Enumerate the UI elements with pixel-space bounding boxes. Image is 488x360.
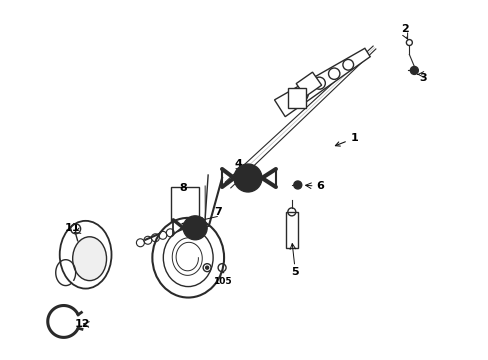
Text: 6: 6 bbox=[315, 181, 323, 191]
Text: 8: 8 bbox=[179, 183, 187, 193]
Circle shape bbox=[409, 67, 417, 75]
Circle shape bbox=[293, 181, 301, 189]
Ellipse shape bbox=[60, 221, 111, 289]
Text: 3: 3 bbox=[419, 73, 426, 84]
Circle shape bbox=[240, 170, 255, 186]
Bar bbox=[285, 212, 297, 248]
Text: 2: 2 bbox=[401, 24, 408, 33]
Circle shape bbox=[189, 222, 201, 234]
Text: 10: 10 bbox=[194, 253, 206, 262]
Bar bbox=[171, 187, 199, 223]
Text: 5: 5 bbox=[290, 267, 298, 276]
Circle shape bbox=[234, 164, 262, 192]
Text: 1: 1 bbox=[335, 133, 358, 146]
Text: 7: 7 bbox=[214, 207, 222, 217]
Text: 9: 9 bbox=[196, 217, 203, 227]
Ellipse shape bbox=[163, 229, 213, 287]
Text: 105: 105 bbox=[212, 277, 231, 286]
Bar bbox=[287, 88, 305, 108]
Text: 11: 11 bbox=[65, 223, 80, 233]
Polygon shape bbox=[274, 48, 369, 117]
Text: 4: 4 bbox=[234, 159, 242, 169]
Circle shape bbox=[192, 225, 198, 231]
Circle shape bbox=[183, 216, 207, 240]
Ellipse shape bbox=[73, 237, 106, 280]
Ellipse shape bbox=[152, 218, 224, 298]
Text: 12: 12 bbox=[75, 319, 90, 329]
Circle shape bbox=[244, 174, 251, 182]
Circle shape bbox=[205, 266, 208, 269]
Bar bbox=[296, 72, 321, 96]
